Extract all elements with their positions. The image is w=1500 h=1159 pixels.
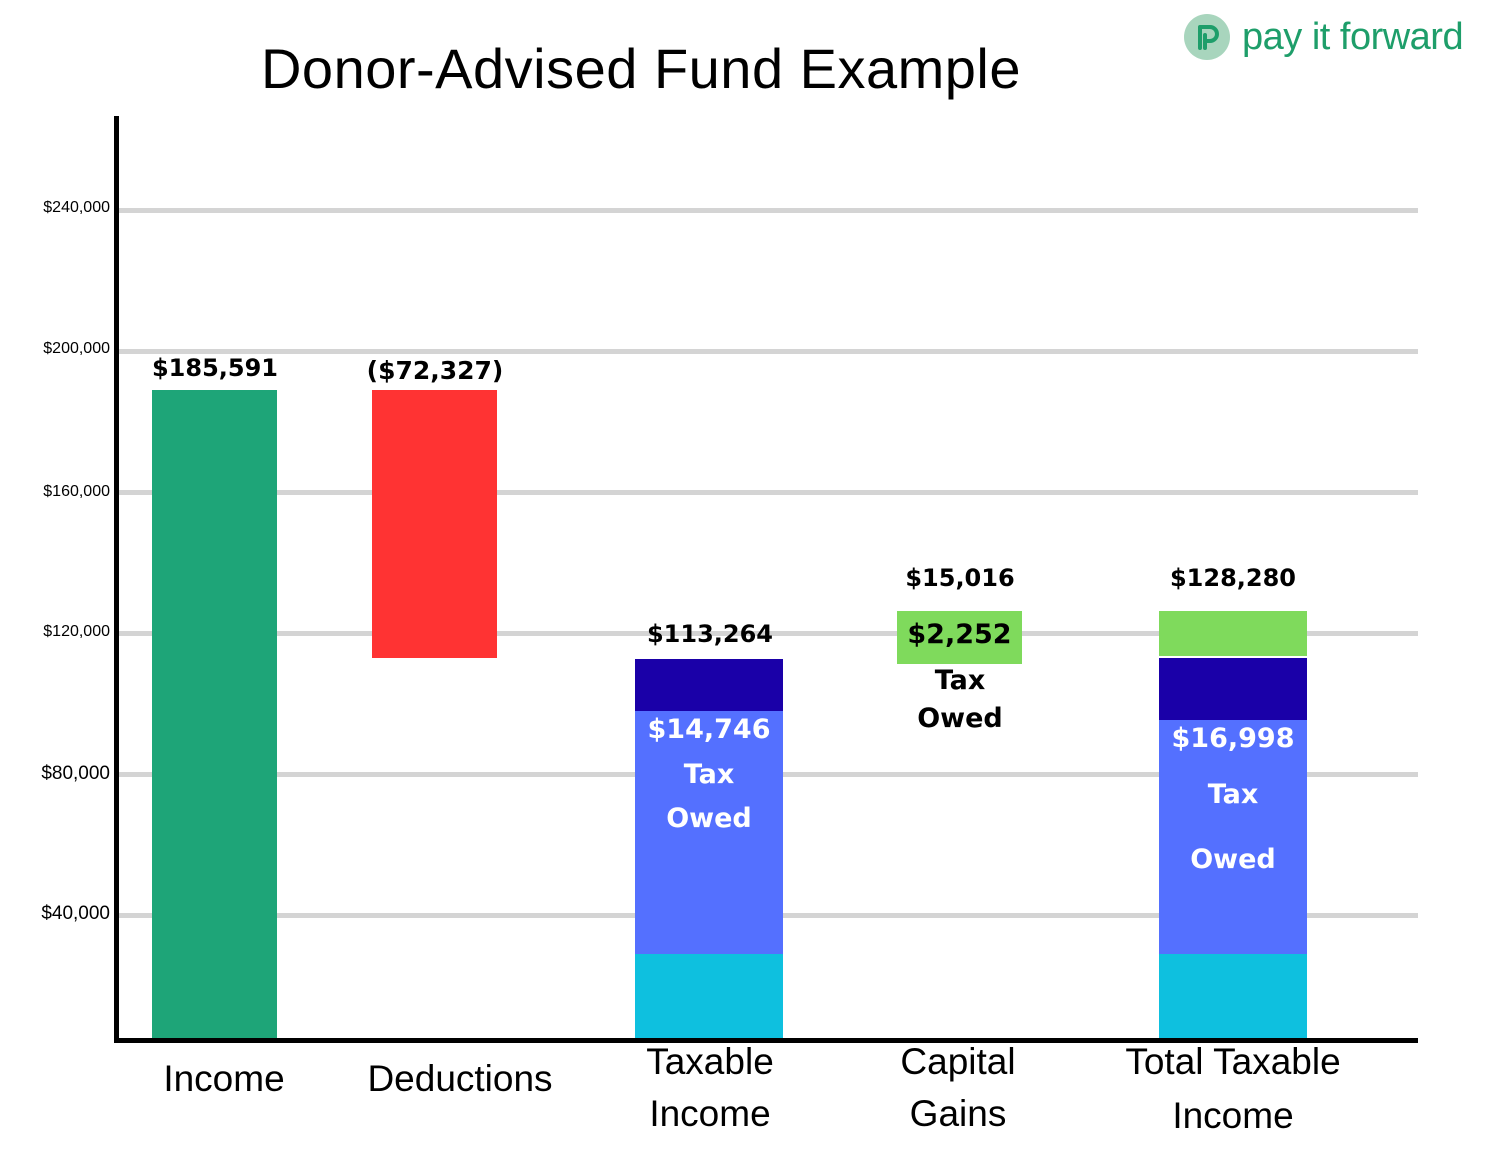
gridline-240000 bbox=[119, 208, 1418, 213]
value-label-taxable-income: $113,264 bbox=[646, 620, 773, 648]
chart-title: Donor-Advised Fund Example bbox=[260, 37, 1022, 100]
y-axis bbox=[114, 116, 119, 1043]
tax-label-line2-capital-gains: Owed bbox=[917, 703, 1003, 734]
tax-amount-taxable-income: $14,746 bbox=[647, 714, 771, 745]
x-label-capital-gains-line2: Gains bbox=[909, 1093, 1007, 1134]
bar-capital-gains bbox=[897, 611, 1022, 664]
bar-total-upper bbox=[1159, 658, 1307, 720]
y-tick-80000: $80,000 bbox=[41, 763, 110, 784]
tax-label-line1-total-taxable-income: Tax bbox=[1207, 779, 1259, 810]
x-axis bbox=[114, 1038, 1418, 1043]
x-label-income: Income bbox=[163, 1058, 285, 1099]
tax-label-line2-total-taxable-income: Owed bbox=[1190, 844, 1276, 875]
bar-taxable-income-tax-owed bbox=[635, 711, 783, 954]
tax-amount-total-taxable-income: $16,998 bbox=[1171, 723, 1295, 754]
y-tick-160000: $160,000 bbox=[43, 483, 110, 500]
x-label-capital-gains-line1: Capital bbox=[900, 1041, 1016, 1082]
bar-total-tax-owed bbox=[1159, 720, 1307, 954]
bar-income bbox=[152, 390, 277, 1040]
bar-total-base bbox=[1159, 954, 1307, 1040]
bar-deductions bbox=[372, 390, 497, 658]
bar-total-capital-gains bbox=[1159, 611, 1307, 656]
value-label-total-taxable-income: $128,280 bbox=[1169, 564, 1296, 592]
value-label-deductions: ($72,327) bbox=[366, 356, 504, 385]
x-label-total-taxable-income-line1: Total Taxable bbox=[1125, 1041, 1341, 1082]
bar-taxable-income-base bbox=[635, 954, 783, 1040]
pay-it-forward-p-icon bbox=[1184, 14, 1230, 60]
x-label-deductions: Deductions bbox=[367, 1058, 553, 1099]
y-tick-240000: $240,000 bbox=[43, 199, 110, 216]
x-label-taxable-income-line2: Income bbox=[649, 1093, 771, 1134]
tax-label-line1-capital-gains: Tax bbox=[934, 665, 986, 696]
tax-amount-capital-gains: $2,252 bbox=[907, 619, 1012, 650]
gridline-120000 bbox=[119, 631, 1418, 636]
tax-label-line2-taxable-income: Owed bbox=[666, 803, 752, 834]
bar-taxable-income-upper bbox=[635, 659, 783, 711]
x-label-taxable-income-line1: Taxable bbox=[646, 1041, 774, 1082]
value-label-income: $185,591 bbox=[151, 354, 278, 382]
tax-label-line1-taxable-income: Tax bbox=[683, 759, 735, 790]
y-tick-40000: $40,000 bbox=[41, 903, 110, 924]
brand-logo: pay it forward bbox=[1184, 12, 1464, 62]
brand-name: pay it forward bbox=[1242, 15, 1464, 58]
gridline-160000 bbox=[119, 490, 1418, 495]
y-tick-120000: $120,000 bbox=[43, 623, 110, 640]
y-tick-200000: $200,000 bbox=[43, 340, 110, 357]
gridline-200000 bbox=[119, 349, 1418, 354]
x-label-total-taxable-income-line2: Income bbox=[1172, 1095, 1294, 1136]
value-label-capital-gains: $15,016 bbox=[905, 564, 1015, 592]
